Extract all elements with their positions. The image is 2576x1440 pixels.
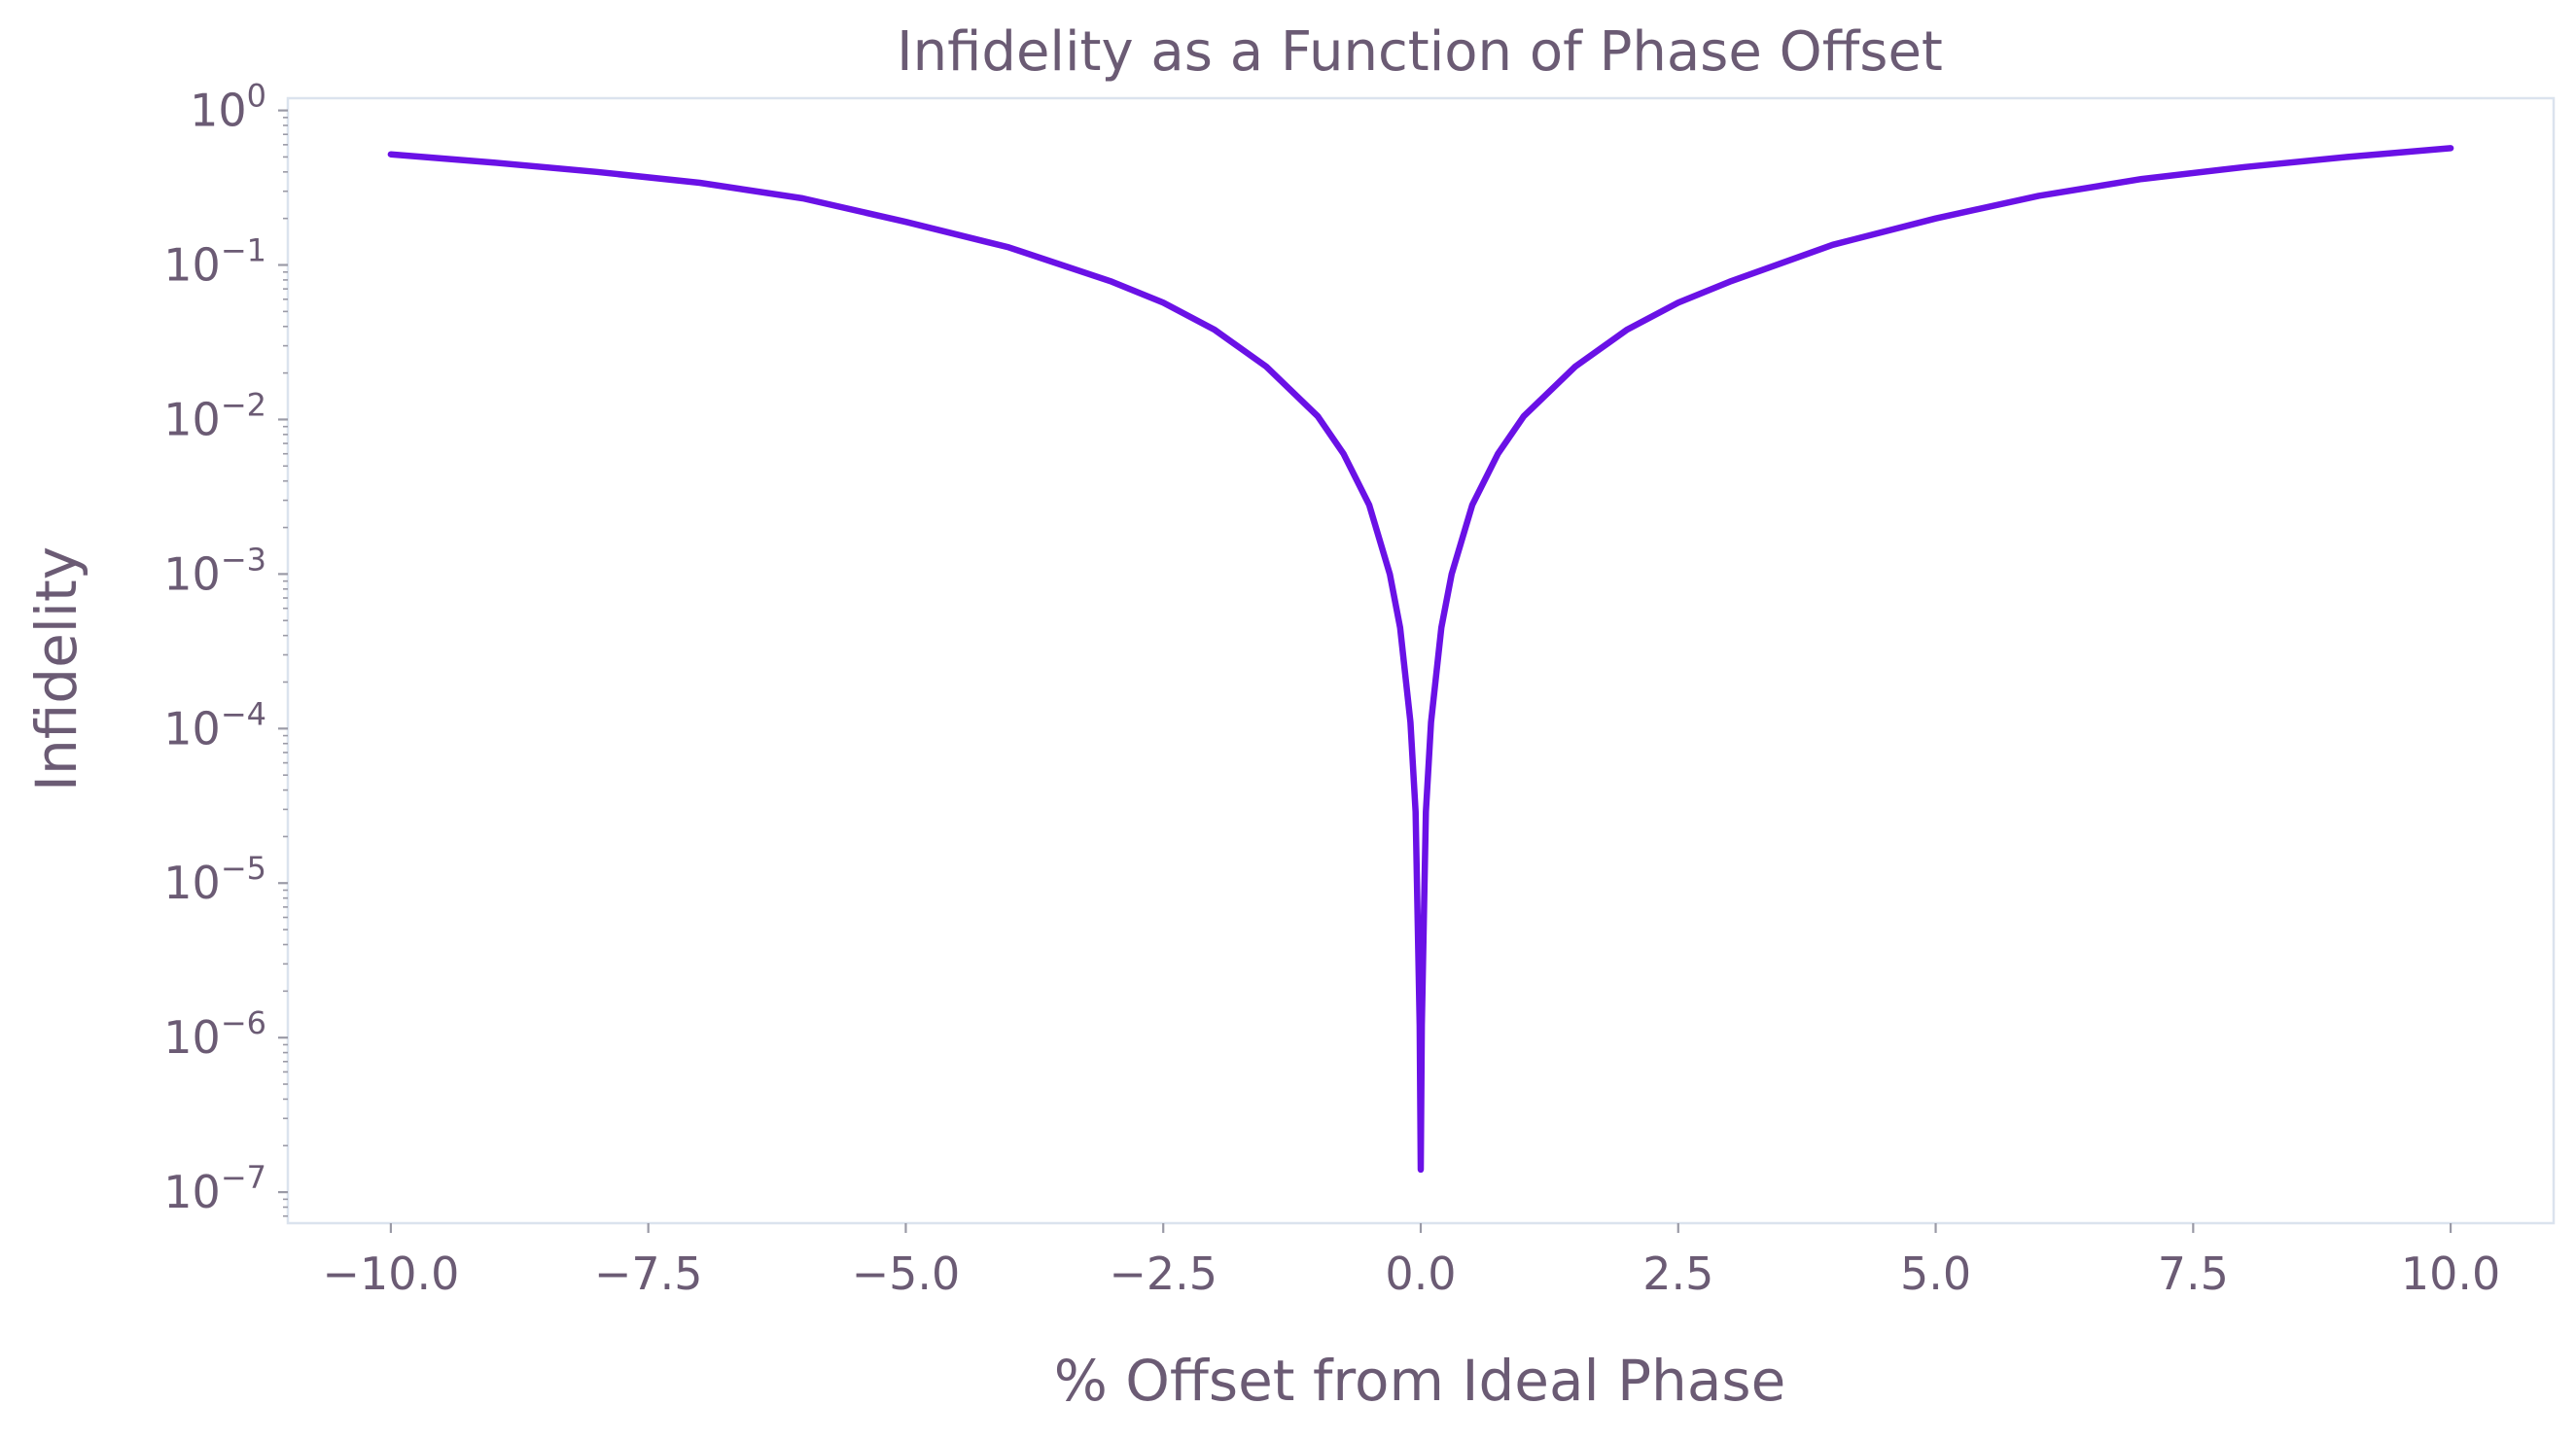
y-tick-label-base: 10	[163, 239, 221, 292]
x-tick-label: −7.5	[594, 1247, 703, 1300]
y-axis-label: Infidelity	[23, 546, 89, 791]
y-tick-label-exponent: 0	[247, 78, 266, 115]
series-line-infidelity	[387, 145, 2454, 1174]
y-minor-ticks	[283, 117, 288, 1217]
y-tick-label-base: 10	[163, 547, 221, 600]
y-tick-label: 10−5	[163, 850, 266, 909]
y-tick-label-base: 10	[163, 1011, 221, 1064]
x-tick-label: 0.0	[1385, 1247, 1456, 1300]
y-tick-label-base: 10	[163, 393, 221, 445]
y-tick-label: 10−3	[163, 541, 266, 600]
x-tick-label: −2.5	[1109, 1247, 1217, 1300]
y-tick-label: 10−7	[163, 1159, 266, 1218]
y-tick-label-exponent: −4	[221, 695, 266, 732]
y-tick-label-base: 10	[163, 702, 221, 755]
y-tick-label: 10−2	[163, 386, 266, 445]
y-tick-label: 100	[190, 78, 266, 137]
y-tick-label-exponent: −7	[221, 1159, 266, 1196]
series-layer	[387, 145, 2454, 1174]
y-tick-label-exponent: −2	[221, 386, 266, 423]
x-tick-label: 10.0	[2401, 1247, 2500, 1300]
x-tick-label: 5.0	[1900, 1247, 1971, 1300]
x-tick-labels: −10.0 −7.5 −5.0 −2.5 0.0 2.5 5.0 7.5 10.0	[322, 1247, 2500, 1300]
y-tick-label: 10−4	[163, 695, 266, 755]
x-tick-label: 2.5	[1642, 1247, 1713, 1300]
x-tick-label: −5.0	[852, 1247, 961, 1300]
y-tick-label-exponent: −1	[221, 232, 266, 269]
x-tick-label: −10.0	[322, 1247, 459, 1300]
y-tick-label-exponent: −6	[221, 1004, 266, 1041]
y-tick-label-base: 10	[190, 85, 247, 137]
y-tick-label: 10−6	[163, 1004, 266, 1064]
y-tick-label-base: 10	[163, 1166, 221, 1218]
x-tick-label: 7.5	[2158, 1247, 2229, 1300]
chart-title: Infidelity as a Function of Phase Offset	[897, 20, 1943, 84]
y-tick-label: 10−1	[163, 232, 266, 292]
x-ticks	[389, 1223, 2452, 1233]
y-tick-label-exponent: −5	[221, 850, 266, 887]
y-tick-label-base: 10	[163, 857, 221, 909]
x-axis-label: % Offset from Ideal Phase	[1054, 1348, 1786, 1414]
y-tick-label-exponent: −3	[221, 541, 266, 578]
y-major-ticks	[278, 109, 288, 1194]
